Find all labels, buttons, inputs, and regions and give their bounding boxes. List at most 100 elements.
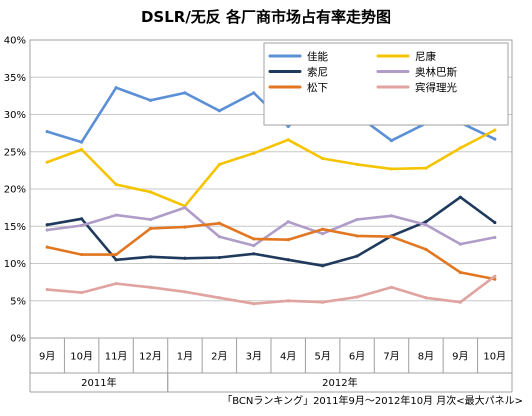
data-point xyxy=(80,217,84,221)
series-line xyxy=(45,206,497,247)
data-point xyxy=(183,256,187,260)
data-point xyxy=(355,254,359,258)
x-tick-label: 10月 xyxy=(483,351,506,363)
series-line xyxy=(45,128,497,208)
data-point xyxy=(45,287,49,292)
data-point xyxy=(45,228,49,232)
data-point xyxy=(148,98,153,102)
data-point xyxy=(286,220,290,224)
series-2 xyxy=(45,195,497,268)
x-tick-label: 4月 xyxy=(280,351,296,363)
data-point xyxy=(424,296,428,300)
data-point xyxy=(217,235,221,239)
data-point xyxy=(355,217,359,222)
chart-title: DSLR/无反 各厂商市场占有率走势图 xyxy=(141,8,391,26)
legend-label: 松下 xyxy=(307,81,328,94)
data-point xyxy=(286,299,290,303)
data-point xyxy=(321,156,325,161)
x-tick-label: 10月 xyxy=(70,351,93,363)
x-tick-label: 9月 xyxy=(39,351,55,363)
y-tick-label: 0% xyxy=(10,334,26,345)
x-tick-label: 3月 xyxy=(246,351,262,363)
legend-label: 尼康 xyxy=(415,50,436,63)
data-point xyxy=(493,220,497,225)
data-point xyxy=(252,302,256,306)
y-tick-label: 15% xyxy=(4,222,26,233)
y-axis: 0% 5% 10% 15% 20% 25% 30% 35% 40% xyxy=(4,36,26,345)
series-line xyxy=(45,274,497,306)
legend-label: 佳能 xyxy=(307,50,328,63)
data-point xyxy=(252,91,256,95)
x-tick-label: 12月 xyxy=(139,351,162,363)
data-point xyxy=(217,221,221,225)
data-point xyxy=(252,244,256,248)
data-point xyxy=(80,147,84,152)
data-point xyxy=(148,285,153,289)
data-point xyxy=(355,234,359,238)
data-point xyxy=(355,295,359,299)
data-point xyxy=(286,238,290,242)
y-tick-label: 10% xyxy=(4,259,26,270)
data-point xyxy=(389,235,394,239)
data-point xyxy=(148,190,153,194)
data-point xyxy=(493,137,497,141)
year-label: 2011年 xyxy=(81,376,116,389)
data-point xyxy=(45,130,49,134)
data-point xyxy=(321,264,325,268)
data-point xyxy=(183,225,187,229)
data-point xyxy=(80,252,84,257)
data-point xyxy=(80,223,84,228)
data-point xyxy=(389,214,394,218)
data-point xyxy=(286,124,290,129)
data-point xyxy=(458,195,462,199)
data-point xyxy=(114,252,118,257)
x-tick-label: 6月 xyxy=(349,351,365,363)
data-point xyxy=(493,235,497,240)
x-tick-label: 1月 xyxy=(177,351,193,363)
x-tick-label: 5月 xyxy=(314,351,330,363)
series-1 xyxy=(45,128,497,208)
data-point xyxy=(148,226,153,231)
data-point xyxy=(424,247,428,251)
legend-label: 奥林巴斯 xyxy=(415,66,457,79)
data-point xyxy=(217,109,221,113)
series-line xyxy=(45,222,497,281)
y-tick-label: 20% xyxy=(4,185,26,196)
data-point xyxy=(321,300,325,304)
year-label: 2012年 xyxy=(322,376,357,389)
x-tick-label: 7月 xyxy=(383,351,399,363)
series-4 xyxy=(45,221,497,281)
data-point xyxy=(458,300,462,304)
data-point xyxy=(424,166,428,170)
series-3 xyxy=(45,206,497,248)
data-point xyxy=(252,252,256,256)
source-note: 「BCNランキング」2011年9月～2012年10月 月次<最大パネル> xyxy=(222,394,523,407)
y-tick-label: 35% xyxy=(4,73,26,84)
data-point xyxy=(217,296,221,300)
data-point xyxy=(424,223,428,227)
series-5 xyxy=(45,274,497,306)
data-point xyxy=(286,138,290,142)
y-tick-label: 30% xyxy=(4,110,26,121)
data-point xyxy=(114,258,118,262)
data-point xyxy=(252,237,256,241)
data-point xyxy=(321,227,325,231)
data-point xyxy=(389,138,394,143)
data-point xyxy=(183,206,187,210)
data-point xyxy=(114,282,118,286)
data-point xyxy=(424,220,428,224)
y-tick-label: 25% xyxy=(4,147,26,158)
data-point xyxy=(321,232,325,236)
legend-label: 索尼 xyxy=(307,66,328,79)
data-point xyxy=(80,140,84,144)
data-point xyxy=(252,151,256,155)
data-point xyxy=(148,255,153,259)
data-point xyxy=(80,290,84,295)
data-point xyxy=(355,162,359,167)
data-point xyxy=(114,86,118,90)
y-tick-label: 5% xyxy=(10,296,26,307)
y-tick-label: 40% xyxy=(4,36,26,47)
